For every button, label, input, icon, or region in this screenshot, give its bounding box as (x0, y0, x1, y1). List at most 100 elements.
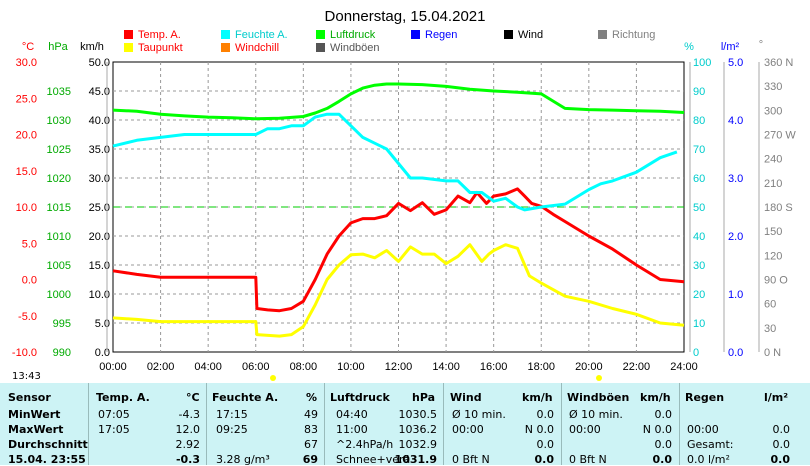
tick-dir: 300 (764, 105, 782, 117)
tick-kmh: 0.0 (95, 347, 110, 359)
cell-w_val: 0.0 (534, 453, 555, 466)
legend-swatch (124, 43, 133, 52)
tick-pct: 100 (693, 57, 711, 69)
tick-hpa: 1025 (47, 144, 71, 156)
tick-dir: 0 N (764, 347, 781, 359)
tick-time: 24:00 (670, 361, 698, 373)
tick-pct: 0 (693, 347, 699, 359)
tick-hpa: 990 (53, 347, 71, 359)
legend-swatch (316, 43, 325, 52)
divider (206, 383, 207, 465)
unit-rain: l/m² (721, 41, 740, 53)
cell-t_time: 07:05 (98, 408, 130, 421)
cell-w_time: Ø 10 min. (452, 408, 506, 421)
series (112, 82, 685, 338)
cell-l_val: 1036.2 (398, 423, 438, 436)
tick-pct: 10 (693, 318, 705, 330)
tick-time: 16:00 (480, 361, 508, 373)
cell-l_time: 11:00 (336, 423, 368, 436)
cell-label: MinWert (8, 408, 61, 421)
hdr-wind: Wind (450, 391, 482, 404)
tick-hpa: 1020 (47, 173, 71, 185)
tick-time: 12:00 (385, 361, 413, 373)
tick-hpa: 1035 (47, 86, 71, 98)
tick-hpa: 1015 (47, 202, 71, 214)
tick-time: 22:00 (623, 361, 651, 373)
cell-w_time: 00:00 (452, 423, 484, 436)
cell-f_val: 67 (304, 438, 318, 451)
hdr-boen-unit: km/h (640, 391, 671, 404)
legend-label: Luftdruck (330, 29, 376, 41)
cell-l_time: 04:40 (336, 408, 368, 421)
tick-temp: 5.0 (22, 238, 37, 250)
hdr-regen: Regen (685, 391, 725, 404)
cell-l_time: ^2.4hPa/h (336, 438, 394, 451)
tick-time: 04:00 (194, 361, 222, 373)
tick-dir: 330 (764, 81, 782, 93)
tick-pct: 70 (693, 144, 705, 156)
tick-pct: 60 (693, 173, 705, 185)
hdr-feuchte-unit: % (306, 391, 318, 404)
axis-units: °C hPa km/h % l/m² ° (22, 39, 763, 53)
tick-kmh: 5.0 (95, 318, 110, 330)
right-indicator (803, 0, 810, 383)
tick-kmh: 25.0 (89, 202, 110, 214)
cell-b_val: N 0.0 (642, 423, 672, 436)
unit-kmh: km/h (80, 41, 104, 53)
cell-f_time: 17:15 (216, 408, 248, 421)
cell-l_val: 1032.9 (398, 438, 438, 451)
tick-time: 02:00 (147, 361, 175, 373)
cell-l_val: 1031.9 (394, 453, 437, 466)
tick-temp: 25.0 (16, 93, 37, 105)
tick-kmh: 15.0 (89, 260, 110, 272)
legend-label: Temp. A. (138, 29, 181, 41)
tick-temp: 15.0 (16, 166, 37, 178)
hdr-wind-unit: km/h (522, 391, 553, 404)
divider (679, 383, 680, 465)
tick-temp: 20.0 (16, 130, 37, 142)
tick-hpa: 1030 (47, 115, 71, 127)
legend-swatch (221, 30, 230, 39)
tick-dir: 120 (764, 250, 782, 262)
cell-f_val: 69 (302, 453, 318, 466)
legend-swatch (221, 43, 230, 52)
cell-l_val: 1030.5 (398, 408, 438, 421)
cell-f_val: 83 (304, 423, 318, 436)
cell-b_time: Ø 10 min. (569, 408, 623, 421)
legend-swatch (598, 30, 607, 39)
divider (561, 383, 562, 465)
tick-time: 10:00 (337, 361, 365, 373)
hdr-temp: Temp. A. (96, 391, 150, 404)
cell-b_val: 0.0 (652, 453, 673, 466)
tick-time: 06:00 (242, 361, 270, 373)
tick-hpa: 1000 (47, 289, 71, 301)
tick-kmh: 35.0 (89, 144, 110, 156)
unit-pct: % (684, 41, 694, 53)
series-line-temp-a- (112, 187, 685, 313)
cell-b_time: 00:00 (569, 423, 601, 436)
tick-kmh: 20.0 (89, 231, 110, 243)
legend-label: Windchill (235, 42, 279, 54)
tick-hpa: 1010 (47, 231, 71, 243)
cell-label: 15.04. 23:55 (8, 453, 86, 466)
series-line-feuchte-a- (112, 112, 678, 212)
cell-b_time: 0 Bft N (569, 453, 607, 466)
cell-l_time: Schnee+verä (336, 453, 411, 466)
legend-label: Richtung (612, 29, 655, 41)
hdr-luft-unit: hPa (412, 391, 436, 404)
legend-label: Regen (425, 29, 457, 41)
tick-dir: 210 (764, 178, 782, 190)
cell-f_time: 3.28 g/m³ (216, 453, 270, 466)
tick-rain: 1.0 (728, 289, 743, 301)
cell-label: Durchschnitt (8, 438, 88, 451)
legend: Temp. A. Feuchte A. Luftdruck Regen Wind Rich… (124, 29, 655, 54)
tick-pct: 20 (693, 289, 705, 301)
tick-dir: 240 (764, 154, 782, 166)
cell-label: MaxWert (8, 423, 64, 436)
stats-table: Sensor Temp. A. °C Feuchte A. % Luftdruc… (0, 383, 810, 466)
tick-pct: 50 (693, 202, 705, 214)
hdr-sensor: Sensor (8, 391, 51, 404)
tick-rain: 5.0 (728, 57, 743, 69)
tick-pct: 30 (693, 260, 705, 272)
legend-label: Feuchte A. (235, 29, 288, 41)
